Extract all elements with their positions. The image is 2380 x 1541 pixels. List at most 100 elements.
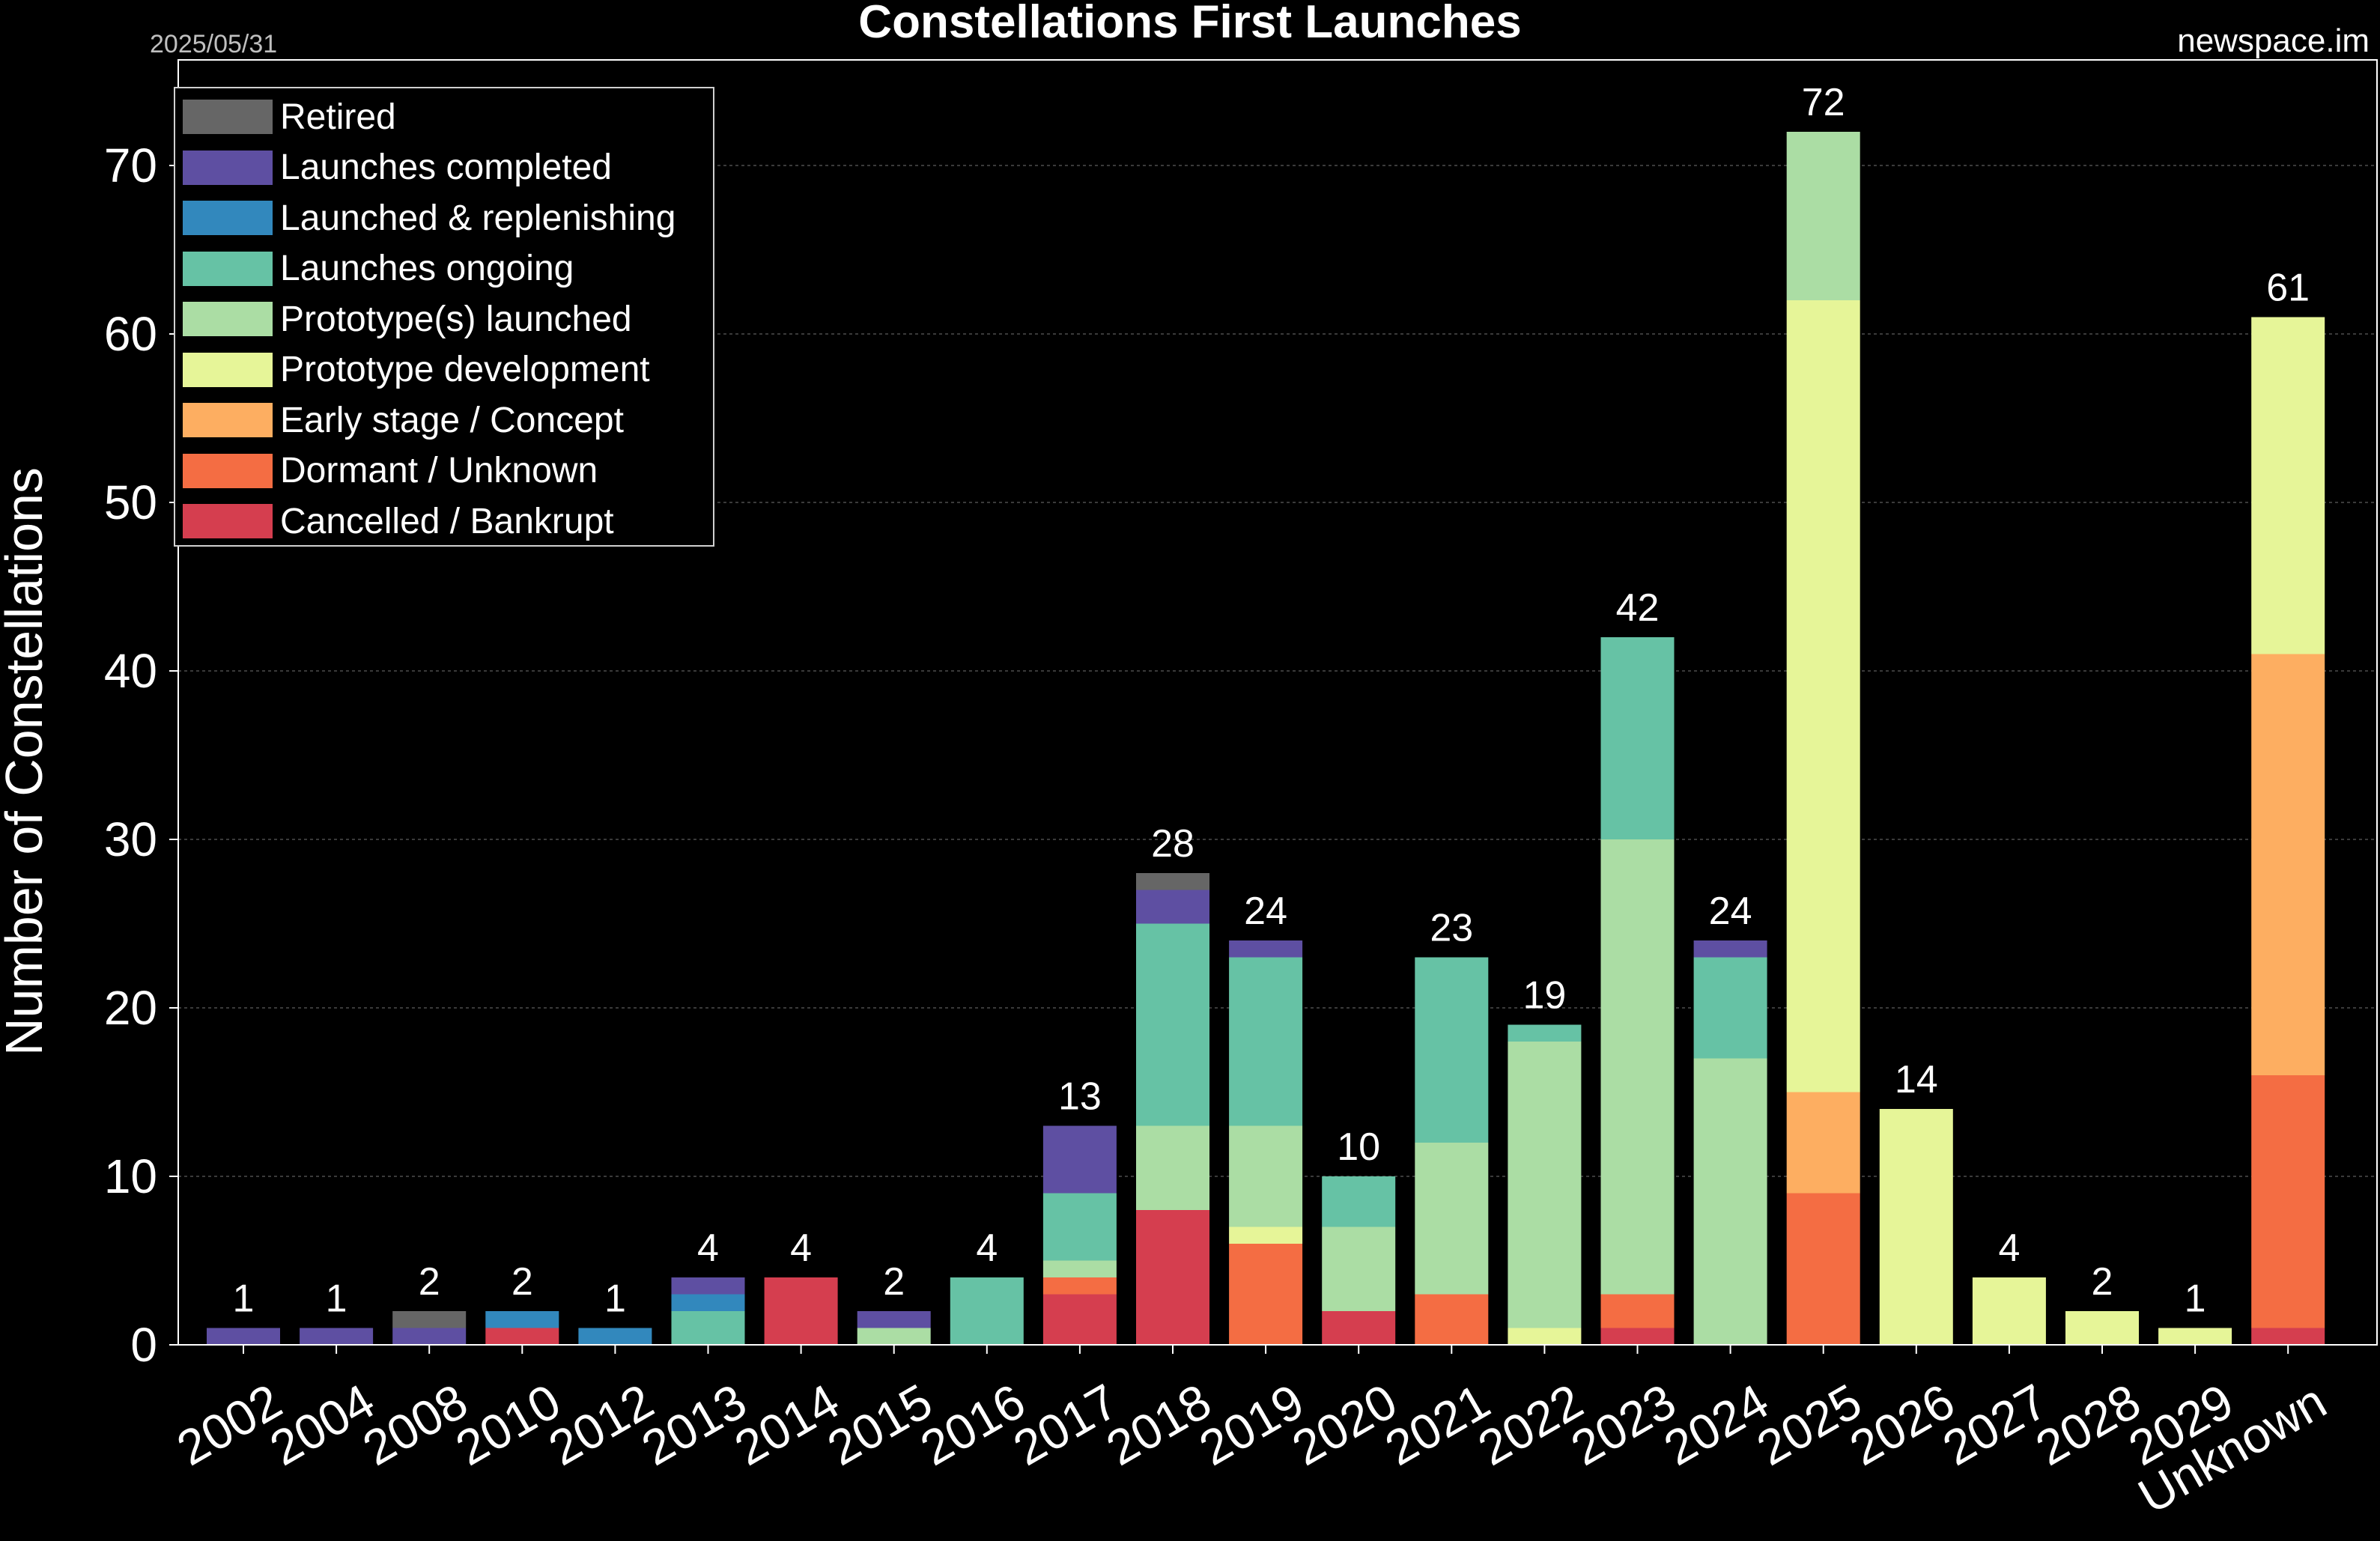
bar-total-label: 10 (1337, 1125, 1380, 1169)
legend-item: Dormant / Unknown (183, 447, 598, 495)
bar-segment (1229, 1227, 1303, 1244)
bar-segment (2158, 1328, 2232, 1345)
bar-total-label: 28 (1151, 822, 1194, 866)
bar-total-label: 2 (883, 1260, 905, 1304)
legend-swatch (183, 100, 273, 134)
bar-segment (1042, 1193, 1117, 1261)
y-tick-label: 10 (104, 1149, 157, 1203)
legend-item: Retired (183, 93, 396, 141)
bar-segment (1786, 1092, 1860, 1194)
bar-total-label: 42 (1616, 586, 1660, 630)
bar-segment (2251, 1075, 2325, 1328)
bar-total-label: 4 (1998, 1227, 2020, 1270)
bar-segment (1600, 839, 1675, 1295)
legend-swatch (183, 453, 273, 488)
bar-segment (300, 1328, 374, 1345)
legend-item: Prototype(s) launched (183, 295, 632, 343)
bar-segment (485, 1311, 559, 1328)
bar-total-label: 1 (326, 1277, 347, 1321)
bar-segment (1042, 1260, 1117, 1277)
bar-segment (578, 1328, 652, 1345)
legend-label: Prototype development (280, 350, 650, 389)
bar-total-label: 2 (2092, 1260, 2113, 1304)
bar-total-label: 19 (1523, 974, 1566, 1018)
legend-item: Launches completed (183, 144, 612, 192)
y-tick-label: 60 (104, 307, 157, 361)
y-tick-label: 40 (104, 644, 157, 698)
bar-total-label: 2 (511, 1260, 533, 1304)
bar-segment (1136, 873, 1209, 890)
bar-segment (671, 1311, 745, 1345)
bar-segment (1786, 1193, 1860, 1345)
legend-label: Retired (280, 97, 396, 137)
date-label: 2025/05/31 (150, 30, 278, 58)
bar-total-label: 61 (2266, 267, 2310, 310)
bar-segment (1136, 923, 1209, 1126)
bar-segment (1136, 1210, 1209, 1345)
bar-segment (671, 1294, 745, 1311)
bar-segment (1600, 637, 1675, 839)
bar-segment (1786, 132, 1860, 300)
bar-segment (950, 1277, 1024, 1345)
bar-segment (1042, 1125, 1117, 1194)
bar-segment (1415, 1294, 1489, 1345)
legend-label: Launched & replenishing (280, 198, 676, 238)
bar-total-label: 14 (1895, 1058, 1938, 1101)
bar-segment (1042, 1277, 1117, 1295)
bar-segment (392, 1311, 467, 1328)
bar-segment (1415, 1143, 1489, 1295)
legend-label: Launches ongoing (280, 249, 574, 288)
legend-label: Cancelled / Bankrupt (280, 501, 614, 541)
legend-label: Prototype(s) launched (280, 299, 632, 339)
y-tick-label: 20 (104, 981, 157, 1035)
bar-segment (1136, 890, 1209, 924)
bar-segment (1693, 1058, 1767, 1345)
chart-title: Constellations First Launches (858, 0, 1522, 48)
y-tick-label: 0 (130, 1318, 157, 1372)
bar-segment (485, 1328, 559, 1345)
bar-segment (1786, 300, 1860, 1092)
y-tick-label: 30 (104, 812, 157, 866)
bar-segment (1229, 940, 1303, 958)
legend-swatch (183, 403, 273, 437)
bar-segment (2251, 654, 2325, 1075)
bar-segment (857, 1328, 931, 1345)
bar-segment (1693, 940, 1767, 958)
bar-total-label: 13 (1058, 1075, 1102, 1119)
bar-segment (2251, 317, 2325, 654)
legend-swatch (183, 504, 273, 538)
bar-segment (1508, 1042, 1582, 1328)
source-label: newspace.im (2177, 22, 2370, 59)
legend-item: Prototype development (183, 346, 650, 394)
y-tick-label: 70 (104, 139, 157, 192)
legend-swatch (183, 251, 273, 286)
legend-swatch (183, 352, 273, 387)
bar-segment (1972, 1277, 2046, 1345)
bar-segment (764, 1277, 838, 1345)
legend-swatch (183, 302, 273, 336)
bar-total-label: 2 (419, 1260, 440, 1304)
bar-segment (1229, 957, 1303, 1126)
legend: Retired Launches completed Launched & repl… (174, 87, 714, 547)
bar-segment (1322, 1311, 1396, 1345)
bar-total-label: 4 (697, 1227, 719, 1270)
bar-layer (207, 132, 2325, 1345)
bar-total-label: 4 (976, 1227, 998, 1270)
bar-total-label: 24 (1244, 890, 1287, 933)
legend-label: Dormant / Unknown (280, 451, 598, 490)
bar-segment (2251, 1328, 2325, 1345)
legend-item: Early stage / Concept (183, 396, 624, 444)
bar-segment (1136, 1125, 1209, 1210)
bar-segment (1508, 1328, 1582, 1345)
bar-segment (1879, 1109, 1953, 1345)
legend-label: Early stage / Concept (280, 400, 624, 440)
bar-total-label: 1 (2185, 1277, 2206, 1321)
bar-segment (1229, 1125, 1303, 1227)
bar-total-label: 1 (604, 1277, 626, 1321)
bar-segment (207, 1328, 280, 1345)
legend-item: Launched & replenishing (183, 194, 676, 242)
bar-total-label: 23 (1430, 907, 1473, 950)
bar-segment (1322, 1176, 1396, 1227)
plot-frame (177, 59, 2378, 1346)
